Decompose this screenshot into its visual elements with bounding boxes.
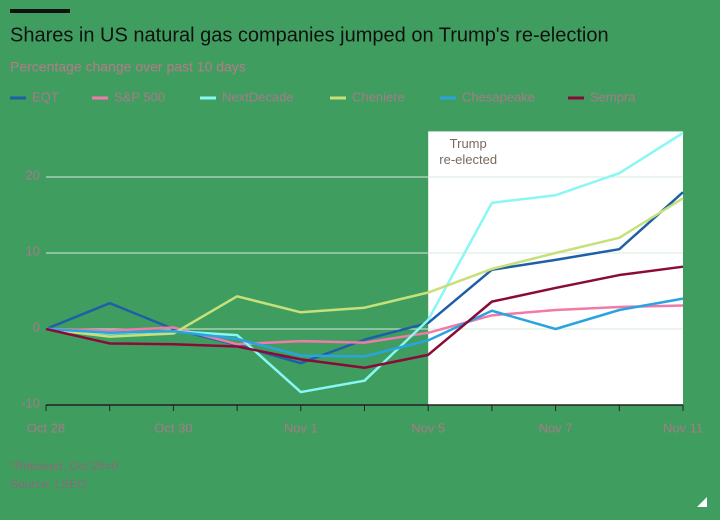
y-tick-label: -10	[21, 395, 40, 410]
legend-label: Sempra	[590, 89, 636, 104]
series-line	[45, 304, 684, 346]
x-tick-label: Oct 28	[27, 420, 65, 435]
y-tick-label: 10	[26, 243, 40, 258]
footnote: *Rebased, Oct 28=0	[10, 459, 119, 473]
brand-bar	[10, 9, 70, 13]
x-tick-label: Nov 7	[539, 420, 573, 435]
legend-label: NextDecade	[222, 89, 294, 104]
x-tick-label: Nov 5	[411, 420, 445, 435]
legend-label: EQT	[32, 89, 59, 104]
annotation: re-elected	[439, 152, 497, 167]
series-line	[45, 265, 684, 370]
series-line	[45, 197, 684, 338]
series-line	[45, 191, 684, 365]
chart-subtitle: Percentage change over past 10 days	[10, 59, 246, 75]
legend-label: Chesapeake	[462, 89, 535, 104]
x-tick-label: Nov 11	[663, 420, 703, 435]
x-tick-label: Nov 1	[284, 420, 318, 435]
series-line	[45, 297, 684, 358]
x-tick-label: Oct 30	[154, 420, 192, 435]
chart-title: Shares in US natural gas companies jumpe…	[10, 24, 609, 46]
corner-icon	[697, 497, 707, 507]
source: Source: LSEG	[10, 477, 87, 491]
y-tick-label: 0	[33, 319, 40, 334]
legend-label: S&P 500	[114, 89, 165, 104]
legend-label: Cheniere	[352, 89, 405, 104]
annotation: Trump	[450, 136, 487, 151]
y-tick-label: 20	[26, 167, 40, 182]
highlight-region	[428, 131, 683, 405]
